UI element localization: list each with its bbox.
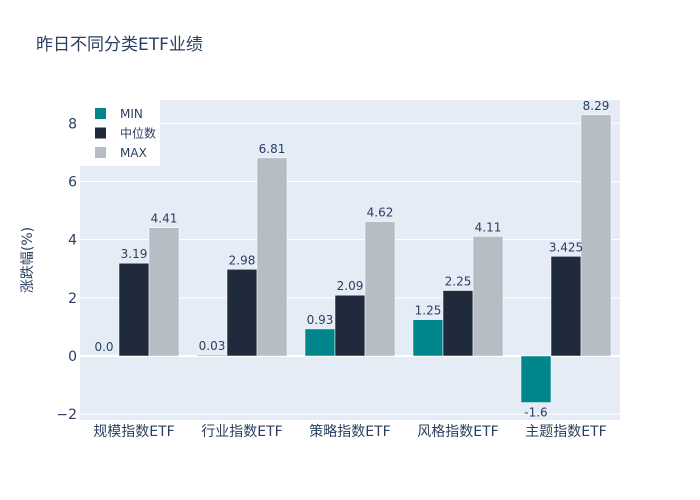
bar [364,221,396,357]
data-label: -1.6 [524,406,547,420]
data-label: 0.03 [199,339,226,353]
data-label: 6.81 [259,142,286,156]
data-label: 4.41 [151,212,178,226]
bar [580,114,612,357]
legend-swatch [95,127,106,139]
bar [442,290,474,357]
data-label: 0.93 [307,313,334,327]
data-label: 2.25 [445,275,472,289]
data-labels: 0.0 3.19 4.41 0.03 2.98 6.81 0.93 2.09 4.62 1.25 2… [94,99,609,420]
bar [472,236,504,357]
bar [88,355,120,357]
data-label: 4.11 [475,220,502,234]
x-tick-label: 风格指数ETF [417,424,498,440]
y-tick-label: −2 [56,407,77,423]
data-label: 3.19 [121,247,148,261]
bar [256,157,288,357]
data-label: 2.09 [337,279,364,293]
y-tick-label: 0 [68,349,77,365]
bar [334,294,366,357]
y-tick-label: 2 [68,291,77,307]
bar [118,262,150,357]
data-label: 4.62 [367,206,394,220]
data-label: 1.25 [415,304,442,318]
data-label: 3.425 [549,240,583,254]
data-label: 2.98 [229,253,256,267]
legend-entry: MAX [120,146,147,160]
bar [304,328,336,357]
bar [520,355,552,403]
y-axis-label: 涨跌幅(%) [20,227,36,293]
legend: MIN 中位数 MAX [80,100,160,166]
bar [550,256,582,357]
y-tick-label: 4 [68,233,77,249]
legend-swatch [95,147,106,158]
x-tick-label: 规模指数ETF [93,424,174,440]
legend-entry: 中位数 [120,126,156,141]
bar [412,319,444,357]
legend-swatch [95,108,106,119]
bar [226,269,258,357]
bar [196,354,228,357]
x-tick-label: 主题指数ETF [525,424,606,440]
data-label: 0.0 [94,340,113,354]
y-tick-label: 8 [68,116,77,132]
y-tick-label: 6 [68,174,77,190]
data-label: 8.29 [583,99,610,113]
x-tick-label: 行业指数ETF [201,424,282,440]
bar [148,227,180,357]
legend-background [80,100,160,166]
chart-title: 昨日不同分类ETF业绩 [36,35,203,55]
x-axis-ticks: 规模指数ETF 行业指数ETF 策略指数ETF 风格指数ETF 主题指数ETF [93,423,606,440]
y-axis-ticks: −2 0 2 4 6 8 [56,116,77,423]
legend-entry: MIN [120,107,143,121]
x-tick-label: 策略指数ETF [309,423,390,440]
bars [88,114,612,403]
